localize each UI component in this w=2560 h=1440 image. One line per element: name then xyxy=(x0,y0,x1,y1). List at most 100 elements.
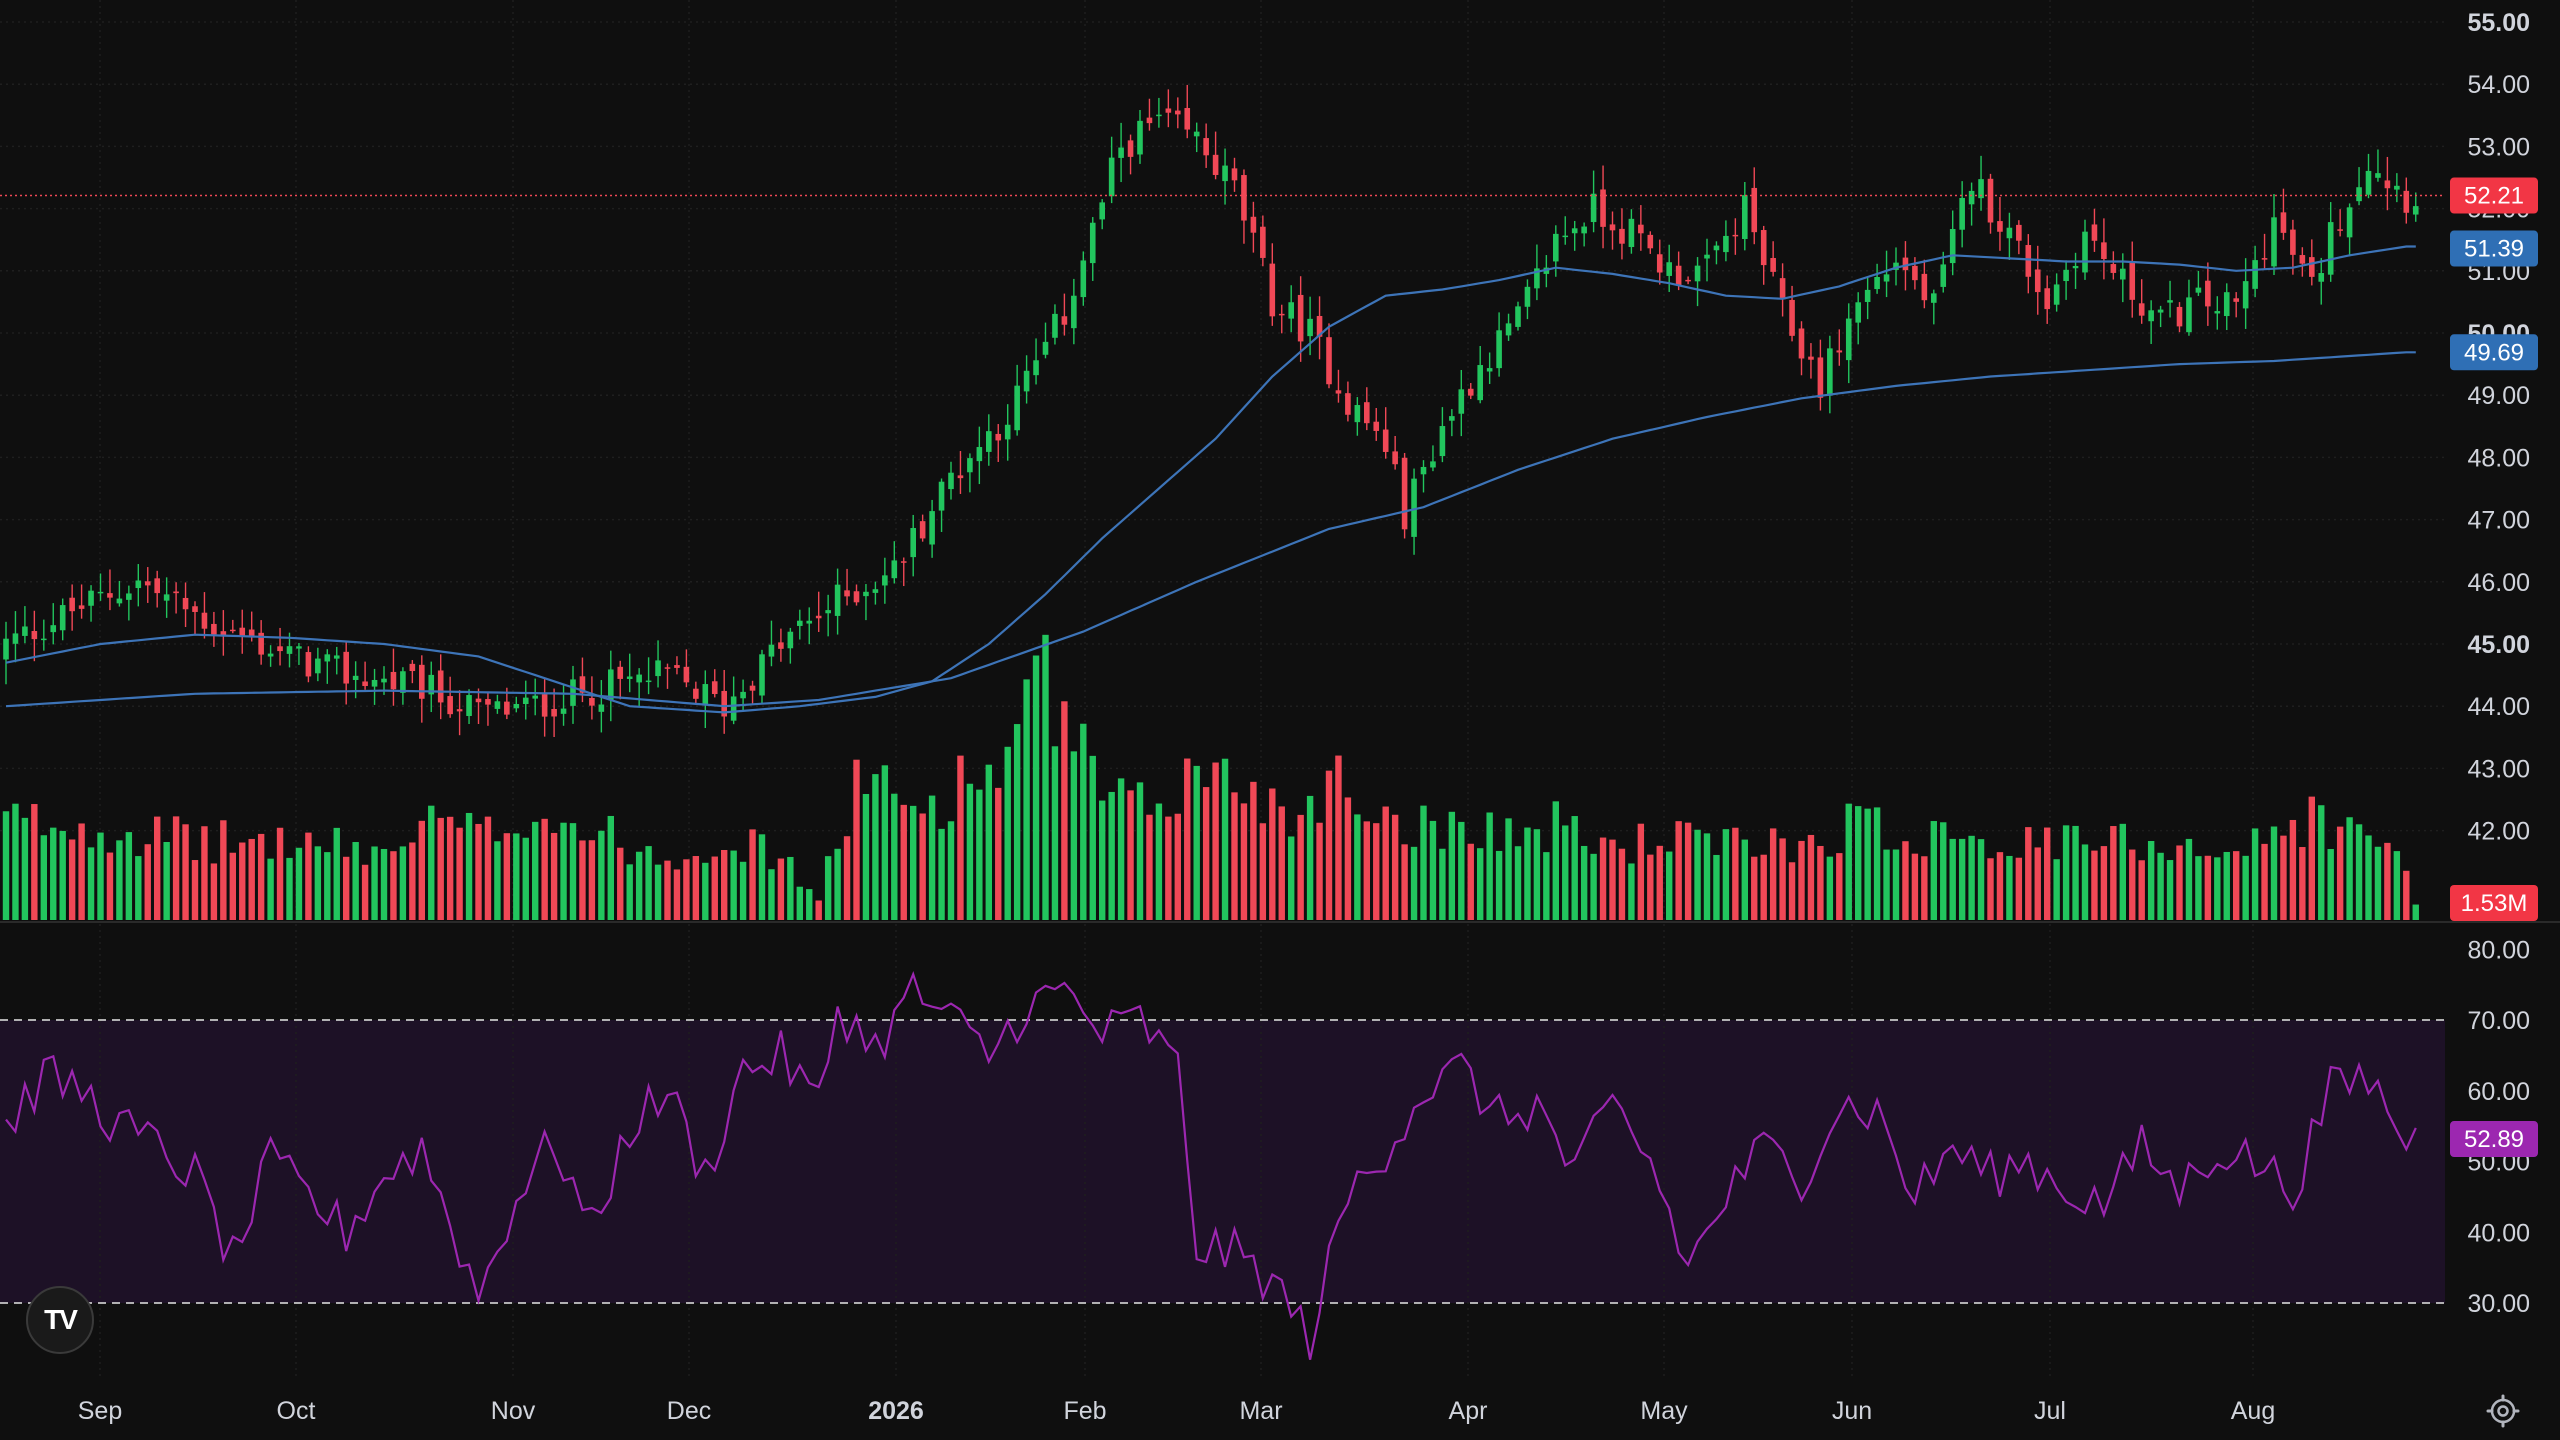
rsi-bands xyxy=(0,1019,2445,1304)
ma-fast-line xyxy=(5,245,2416,714)
candle-body xyxy=(1723,235,1729,253)
rsi-tag-label: 52.89 xyxy=(2464,1126,2524,1153)
rsi-tick-label: 80.00 xyxy=(2467,936,2530,964)
volume-bar xyxy=(711,856,718,920)
candle-body xyxy=(97,591,104,594)
volume-bar xyxy=(1420,805,1427,920)
candle-body xyxy=(1505,323,1512,336)
volume-bar xyxy=(191,860,199,920)
volume-bar xyxy=(702,862,709,920)
candle-body xyxy=(891,560,898,579)
candle-body xyxy=(1316,316,1323,337)
volume-bar xyxy=(1127,790,1134,920)
candle-body xyxy=(1354,405,1361,423)
candle-body xyxy=(1364,402,1370,424)
candle-body xyxy=(1997,221,2003,232)
volume-bar xyxy=(1807,834,1815,920)
volume-bar xyxy=(201,826,208,920)
volume-bar xyxy=(1458,821,1465,920)
candle-body xyxy=(1430,461,1436,468)
candle-body xyxy=(2412,206,2419,215)
candle-body xyxy=(50,625,57,633)
volume-bar xyxy=(1864,808,1871,920)
candle-body xyxy=(2290,229,2296,255)
volume-bar xyxy=(2403,870,2410,920)
volume-bar xyxy=(806,889,813,920)
candle-body xyxy=(2252,260,2258,289)
candle-body xyxy=(929,511,935,545)
volume-bar xyxy=(815,900,822,920)
candle-body xyxy=(69,597,75,612)
volume-bar xyxy=(1675,821,1682,920)
candle-body xyxy=(1250,216,1257,233)
volume-bar xyxy=(1845,803,1852,920)
candle-body xyxy=(1534,268,1540,289)
volume-bar xyxy=(1543,852,1550,920)
volume-bar xyxy=(730,850,737,920)
candle-body xyxy=(2034,269,2041,293)
candle-body xyxy=(494,701,501,709)
volume-bar xyxy=(1495,850,1503,920)
volume-bar xyxy=(1703,833,1711,920)
volume-bar xyxy=(210,863,218,920)
candle-body xyxy=(1675,265,1682,286)
candle-body xyxy=(1883,274,1890,282)
ma-fast-tag-label: 51.39 xyxy=(2464,236,2524,263)
volume-bar xyxy=(2166,860,2174,920)
time-tick-label: Apr xyxy=(1449,1397,1488,1425)
volume-bar xyxy=(588,840,596,920)
candle-body xyxy=(400,671,406,693)
volume-bar xyxy=(607,815,614,920)
candle-body xyxy=(910,528,916,558)
volume-bar xyxy=(1779,838,1786,920)
time-tick-label: Sep xyxy=(78,1397,122,1425)
volume-bar xyxy=(1032,655,1040,920)
candle-body xyxy=(1902,257,1909,271)
volume-bar xyxy=(1013,724,1021,920)
candle-body xyxy=(1524,286,1531,307)
candle-body xyxy=(1458,389,1465,414)
time-tick-label: Jun xyxy=(1832,1397,1872,1425)
volume-bar xyxy=(1155,803,1163,920)
ma-fast-tag xyxy=(2450,230,2538,267)
volume-bar xyxy=(1798,840,1805,920)
candle-body xyxy=(2195,287,2202,293)
candle-body xyxy=(1827,348,1833,396)
candle-body xyxy=(1335,390,1342,394)
volume-bar xyxy=(1968,835,1975,920)
volume-bar xyxy=(1023,679,1030,920)
candle-body xyxy=(1193,131,1200,137)
volume-bar xyxy=(2308,796,2315,920)
candle-body xyxy=(1175,110,1181,115)
candle-body xyxy=(976,447,983,462)
volume-bar xyxy=(1826,856,1834,920)
candle-body xyxy=(1628,218,1635,248)
volume-bar xyxy=(692,856,700,920)
candle-body xyxy=(2110,264,2117,273)
candle-body xyxy=(1307,318,1313,337)
volume-bar xyxy=(1580,845,1588,920)
candle-body xyxy=(645,680,652,683)
volume-bar xyxy=(1448,811,1456,920)
volume-bar xyxy=(78,823,85,920)
last-price-tag xyxy=(2450,177,2538,214)
volume-bar xyxy=(1174,813,1181,920)
volume-bar xyxy=(68,839,76,920)
gear-icon[interactable] xyxy=(2486,1394,2520,1428)
volume-bar xyxy=(673,869,681,920)
volume-bar xyxy=(239,842,246,920)
volume-bar xyxy=(1439,848,1446,920)
candle-body xyxy=(2025,245,2032,277)
candle-body xyxy=(2072,265,2079,269)
candle-body xyxy=(2384,180,2391,189)
rsi-tick-label: 60.00 xyxy=(2467,1078,2530,1106)
ma-slow-line xyxy=(5,351,2416,708)
volume-bar xyxy=(257,833,265,920)
candle-body xyxy=(1382,429,1389,452)
volume-bar xyxy=(928,795,936,920)
tradingview-logo[interactable]: TV xyxy=(26,1286,94,1354)
volume-bar xyxy=(635,851,643,920)
volume-bar xyxy=(1042,634,1049,920)
volume-bar xyxy=(626,864,633,920)
